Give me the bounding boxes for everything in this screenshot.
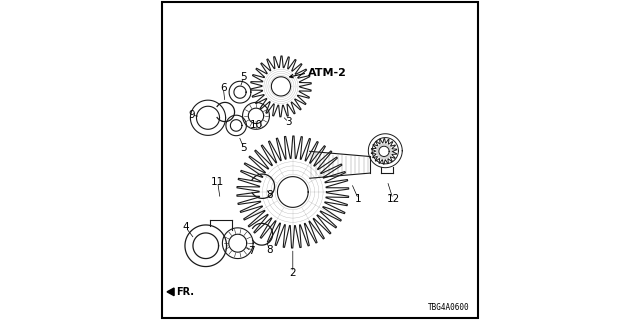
Text: 7: 7 [248,246,255,256]
Text: 12: 12 [387,194,399,204]
Polygon shape [167,288,174,296]
Text: 8: 8 [266,189,273,200]
Text: 5: 5 [241,143,247,153]
Text: FR.: FR. [176,287,194,297]
Text: TBG4A0600: TBG4A0600 [428,303,470,312]
Text: 2: 2 [289,268,296,278]
Text: 1: 1 [355,194,362,204]
Text: ATM-2: ATM-2 [308,68,347,78]
Text: 11: 11 [211,177,224,187]
Text: 4: 4 [182,222,189,232]
Text: 5: 5 [241,72,247,83]
Text: 10: 10 [250,120,262,130]
Text: 3: 3 [285,117,292,127]
Text: 8: 8 [266,244,273,255]
Text: 9: 9 [188,110,195,120]
Text: 6: 6 [220,83,227,93]
